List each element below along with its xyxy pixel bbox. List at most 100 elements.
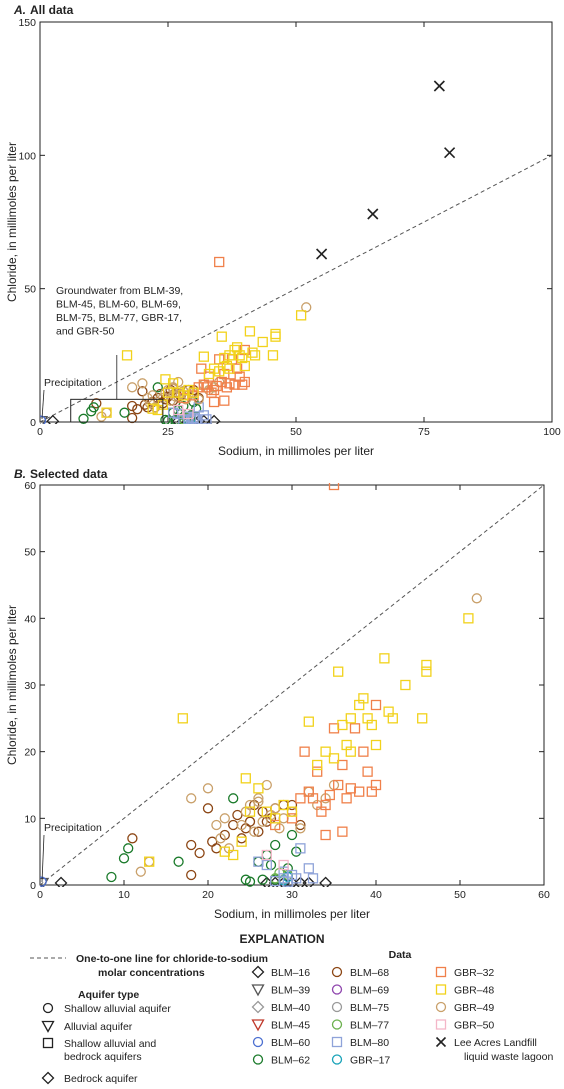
x-axis-label: Sodium, in millimoles per liter [214, 907, 370, 921]
legend-series-square-icon [435, 966, 447, 978]
legend-series-triangle-icon [251, 984, 265, 997]
groundwater-annotation: BLM-45, BLM-60, BLM-69, [56, 299, 181, 311]
data-point [132, 404, 143, 415]
data-point [54, 876, 68, 887]
data-point [270, 839, 281, 851]
y-tick-label: 60 [24, 480, 36, 492]
data-point [295, 793, 306, 804]
data-point [228, 793, 239, 804]
legend-series-label: BLM–40 [271, 1002, 310, 1014]
data-point [244, 326, 256, 337]
data-point [40, 415, 47, 424]
legend-series-x-icon [435, 1036, 447, 1048]
one-to-one-line [39, 154, 553, 423]
legend-line-label-2: molar concentrations [98, 967, 205, 979]
data-point [253, 856, 264, 867]
data-point [345, 783, 356, 794]
precipitation-label: Precipitation [44, 377, 102, 389]
x-tick-label: 75 [418, 426, 430, 438]
data-point [270, 331, 281, 342]
legend-series-label: BLM–39 [271, 985, 310, 997]
data-point [286, 829, 298, 841]
x-tick-label: 40 [370, 889, 382, 901]
data-point [236, 836, 247, 847]
data-point [370, 779, 382, 791]
y-tick-label: 0 [30, 417, 36, 429]
data-point [135, 866, 146, 877]
data-point [261, 849, 272, 861]
data-point [328, 483, 340, 491]
legend-line-label: One-to-one line for chloride-to-sodium [76, 953, 268, 965]
data-point [137, 386, 148, 397]
legend-data-title: Data [389, 949, 412, 961]
data-point [201, 414, 212, 424]
data-point [194, 847, 205, 859]
data-point [106, 871, 117, 883]
data-point [286, 806, 298, 817]
x-tick-label: 100 [543, 426, 561, 438]
data-point [286, 806, 298, 817]
legend-series-label: BLM–45 [271, 1020, 310, 1032]
legend-series-circle-icon [435, 1001, 447, 1013]
groundwater-annotation: BLM-75, BLM-77, GBR-17, [56, 312, 182, 324]
data-point [261, 859, 272, 871]
data-point [144, 856, 155, 867]
panel-title-text: All data [30, 3, 74, 17]
legend-aquifer-title: Aquifer type [78, 989, 139, 1001]
panel-title-text: Selected data [30, 467, 108, 481]
y-axis-label: Chloride, in millimoles per liter [5, 142, 19, 302]
legend-series-triangle-icon [251, 1019, 265, 1032]
y-tick-label: 0 [30, 880, 36, 892]
data-point [224, 363, 235, 374]
legend-series-label: GBR–32 [454, 967, 494, 979]
data-point [221, 360, 233, 372]
data-point [142, 392, 153, 404]
data-point [362, 766, 373, 777]
data-point [345, 713, 356, 724]
data-point [144, 398, 156, 409]
data-point [119, 407, 130, 418]
data-point [173, 404, 184, 416]
data-point [253, 796, 264, 807]
data-point [253, 783, 264, 794]
legend-aquifer-circle-icon [42, 1002, 54, 1014]
panel-letter: B. [14, 467, 26, 481]
legend-aquifer-triangle-icon [41, 1020, 55, 1033]
data-point [319, 876, 333, 887]
data-point [40, 876, 47, 887]
data-point [278, 799, 289, 811]
data-point [366, 719, 377, 731]
legend: EXPLANATION One-to-one line for chloride-… [30, 932, 553, 1085]
data-point [228, 819, 239, 831]
panel-A: A. All data 0 25 50 75 100 0 50 100 150 Sodium, in … [5, 3, 561, 458]
data-point [370, 699, 382, 711]
panel-B: B. Selected data 0 10 20 30 40 50 60 0 10 20 30 40 50 6… [5, 467, 550, 921]
data-point [237, 379, 248, 390]
data-point [367, 208, 379, 220]
precipitation-label: Precipitation [44, 822, 102, 834]
data-point [278, 859, 289, 871]
legend-series-label: BLM–69 [350, 985, 389, 997]
data-point [198, 351, 209, 362]
data-point [302, 876, 316, 887]
data-point [270, 813, 281, 824]
legend-series-label: GBR–48 [454, 985, 494, 997]
precipitation-leader [41, 834, 45, 883]
data-point [320, 799, 331, 811]
legend-series-label: GBR–50 [454, 1020, 494, 1032]
x-tick-label: 25 [162, 426, 174, 438]
data-point [270, 819, 281, 831]
data-point [170, 414, 181, 424]
data-point [324, 789, 335, 801]
legend-aquifer-square-icon [42, 1037, 54, 1049]
legend-series-circle-icon [331, 984, 343, 995]
data-point [249, 826, 260, 837]
data-point [444, 147, 456, 159]
data-point [214, 366, 225, 377]
y-tick-label: 40 [24, 613, 36, 625]
data-point [236, 819, 247, 831]
data-point [137, 378, 148, 389]
data-point [286, 813, 298, 824]
panel-title: B. Selected data [14, 467, 108, 481]
